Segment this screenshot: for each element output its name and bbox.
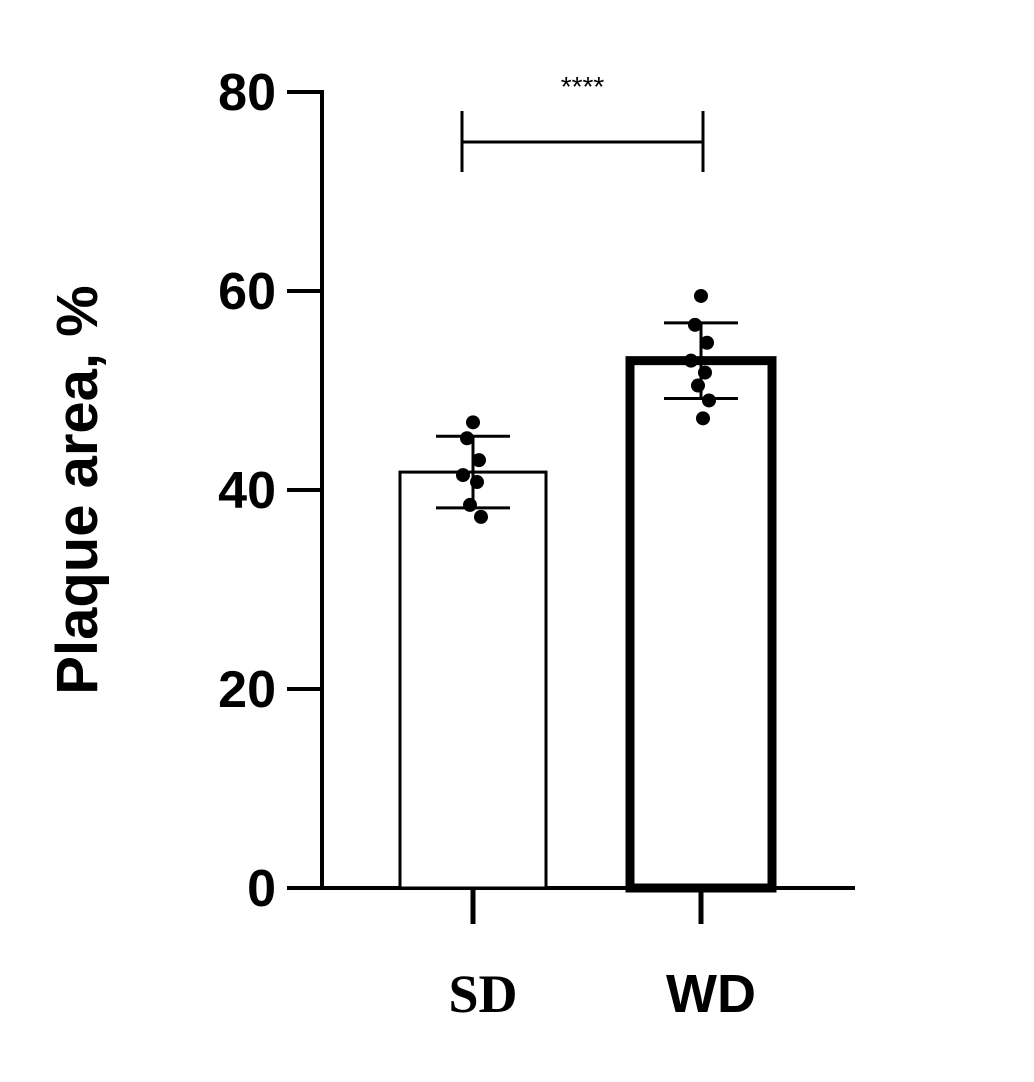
data-point xyxy=(702,393,716,408)
data-point xyxy=(694,288,708,303)
significance-bracket: **** xyxy=(460,71,705,172)
data-point xyxy=(698,365,712,380)
x-tick-labels: SD WD xyxy=(448,964,756,1024)
data-point xyxy=(691,378,705,393)
axes: 0 20 40 60 80 xyxy=(218,64,855,924)
data-point xyxy=(688,317,702,332)
y-tick-label: 60 xyxy=(218,263,276,321)
data-point xyxy=(470,475,484,490)
data-point xyxy=(474,509,488,524)
bar-wd xyxy=(625,356,777,893)
data-point xyxy=(472,453,486,468)
data-point xyxy=(460,431,474,446)
bar-sd xyxy=(398,470,548,890)
data-point xyxy=(684,353,698,368)
y-tick-label: 80 xyxy=(218,64,276,122)
y-tick-label: 40 xyxy=(218,462,276,520)
y-axis-label: Plaque area, % xyxy=(45,285,110,694)
x-tick-label-sd: SD xyxy=(448,964,517,1024)
y-tick-label: 0 xyxy=(247,860,276,918)
bars xyxy=(398,356,777,893)
data-point xyxy=(696,411,710,426)
significance-label: **** xyxy=(561,71,605,102)
data-point xyxy=(456,468,470,483)
data-point xyxy=(463,497,477,512)
x-tick-label-wd: WD xyxy=(666,964,756,1024)
data-point xyxy=(700,335,714,350)
y-tick-label: 20 xyxy=(218,661,276,719)
data-points xyxy=(456,288,716,524)
data-point xyxy=(466,415,480,430)
